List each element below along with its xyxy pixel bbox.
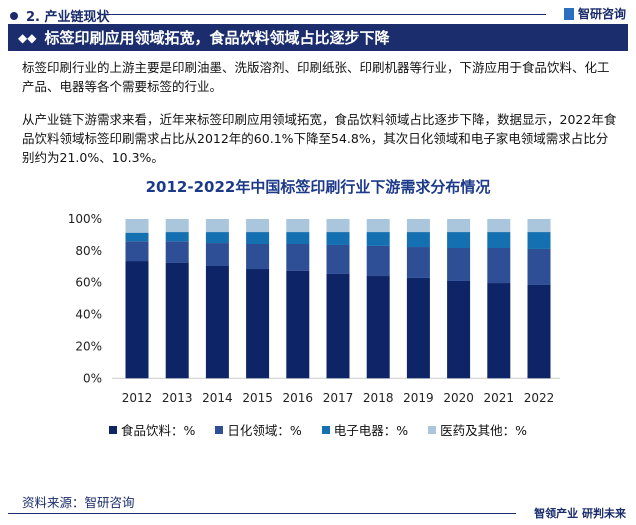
x-tick-label: 2013: [162, 391, 193, 405]
legend-item: 电子电器：%: [321, 420, 409, 439]
bar-segment: [205, 219, 229, 233]
bar-segment: [286, 232, 310, 245]
bar-segment: [527, 248, 551, 285]
chart-legend: 食品饮料：% 日化领域：% 电子电器：% 医药及其他：%: [0, 420, 636, 439]
bar-segment: [447, 247, 471, 281]
bar-segment: [246, 269, 270, 379]
legend-swatch: [108, 425, 117, 434]
x-tick-label: 2012: [122, 391, 153, 405]
bar-segment: [406, 277, 430, 379]
bar-segment: [487, 232, 511, 248]
bar-segment: [125, 232, 149, 242]
bar-segment: [406, 232, 430, 248]
y-tick-label: 100%: [68, 212, 102, 226]
bar-segment: [125, 219, 149, 233]
bar-segment: [447, 280, 471, 379]
legend-item: 日化领域：%: [215, 420, 302, 439]
bar-segment: [165, 241, 189, 263]
legend-label: 食品饮料：%: [120, 423, 196, 438]
x-tick-label: 2015: [242, 391, 273, 405]
bar-segment: [125, 261, 149, 379]
legend-swatch: [321, 425, 330, 434]
legend-item: 食品饮料：%: [108, 420, 196, 439]
bar-segment: [366, 219, 390, 233]
slogan: 智领产业 研判未来: [534, 507, 626, 520]
bar-segment: [326, 232, 350, 245]
section-label: 2. 产业链现状: [26, 10, 110, 25]
legend-swatch: [428, 425, 437, 434]
logo-icon: [563, 7, 574, 20]
bar-segment: [165, 262, 189, 379]
bar-segment: [165, 219, 189, 233]
bar-segment: [125, 241, 149, 262]
x-tick-label: 2020: [443, 391, 474, 405]
bar-segment: [286, 244, 310, 271]
y-tick-label: 80%: [75, 244, 102, 258]
paragraph: 标签印刷行业的上游主要是印刷油墨、洗版溶剂、印刷纸张、印刷机器等行业，下游应用于…: [22, 60, 610, 94]
bar-segment: [406, 219, 430, 233]
paragraph: 从产业链下游需求来看，近年来标签印刷应用领域拓宽，食品饮料领域占比逐步下降，数据…: [22, 112, 617, 165]
x-tick-label: 2014: [202, 391, 233, 405]
y-tick-label: 40%: [75, 308, 102, 322]
legend-swatch: [215, 425, 224, 434]
bar-segment: [487, 283, 511, 379]
bar-segment: [366, 245, 390, 277]
bar-segment: [286, 270, 310, 379]
bar-segment: [205, 243, 229, 266]
bullet-icon: [10, 11, 18, 20]
bar-segment: [447, 219, 471, 233]
bar-segment: [246, 219, 270, 233]
legend-label: 电子电器：%: [333, 423, 409, 438]
legend-label: 日化领域：%: [227, 423, 302, 438]
legend-label: 医药及其他：%: [440, 423, 528, 438]
x-tick-label: 2017: [323, 391, 354, 405]
bar-segment: [205, 232, 229, 244]
bar-segment: [487, 247, 511, 284]
bar-segment: [447, 232, 471, 248]
bar-segment: [286, 219, 310, 233]
bar-segment: [246, 244, 270, 270]
bar-segment: [527, 284, 551, 379]
bar-segment: [326, 273, 350, 379]
y-tick-label: 0%: [83, 371, 102, 385]
bar-segment: [366, 276, 390, 379]
bar-segment: [205, 265, 229, 379]
chart-title: 2012-2022年中国标签印刷行业下游需求分布情况: [145, 178, 491, 196]
bar-segment: [527, 232, 551, 249]
stacked-bar-chart: 0% 20% 40% 60% 80% 100% 2012 2013 2014 2015 2016 20…: [68, 212, 560, 405]
y-tick-label: 60%: [75, 276, 102, 290]
bar-segment: [246, 232, 270, 245]
x-tick-label: 2018: [363, 391, 394, 405]
title-banner: ◆◆ 标签印刷应用领域拓宽，食品饮料领域占比逐步下降: [8, 24, 628, 51]
section-heading: 2. 产业链现状: [10, 6, 110, 25]
divider: [98, 14, 546, 15]
brand-logo: 智研咨询: [563, 5, 626, 22]
x-tick-label: 2022: [524, 391, 555, 405]
bar-segment: [487, 219, 511, 233]
x-tick-label: 2016: [283, 391, 314, 405]
bar-segment: [326, 219, 350, 233]
x-tick-label: 2019: [403, 391, 434, 405]
bar-segment: [165, 232, 189, 242]
footer-divider: [8, 513, 516, 514]
diamond-icon: ◆◆: [18, 30, 37, 45]
logo-text: 智研咨询: [577, 7, 626, 21]
bar-segment: [527, 219, 551, 233]
bar-segment: [366, 232, 390, 246]
bar-segment: [406, 247, 430, 278]
banner-title: 标签印刷应用领域拓宽，食品饮料领域占比逐步下降: [44, 29, 390, 47]
legend-item: 医药及其他：%: [428, 420, 527, 439]
source-note: 资料来源：智研咨询: [22, 495, 135, 510]
bar-segment: [326, 244, 350, 274]
y-tick-label: 20%: [75, 339, 102, 353]
x-tick-label: 2021: [484, 391, 515, 405]
